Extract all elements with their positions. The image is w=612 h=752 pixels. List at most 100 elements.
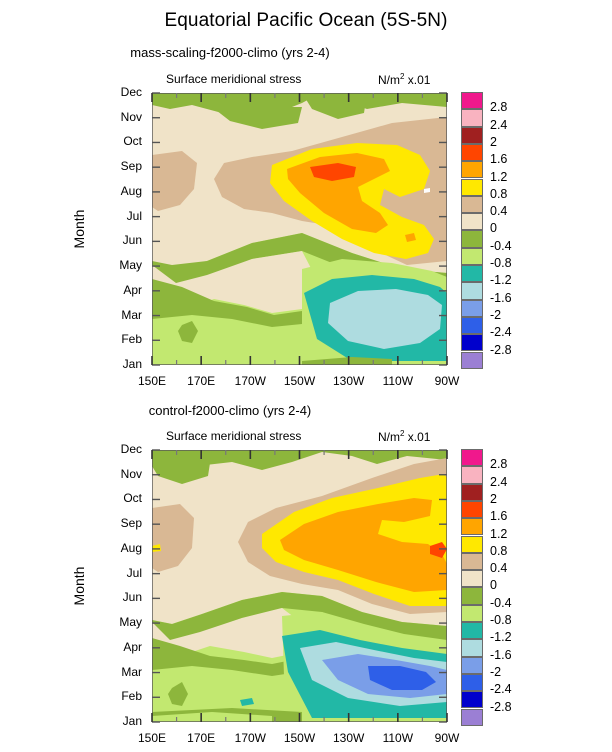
colorbar-swatch (461, 316, 483, 335)
x-tick-label: 150W (283, 731, 316, 745)
panel-left-tag: Surface meridional stress (166, 429, 302, 443)
x-tick-label: 150W (283, 374, 316, 388)
y-tick-label: Nov (120, 466, 142, 481)
colorbar-tick-label: -1.6 (490, 647, 512, 662)
colorbar-tick-label: 1.6 (490, 152, 508, 167)
colorbar-tick-label: -2.4 (490, 682, 512, 697)
colorbar-swatch (461, 708, 483, 726)
colorbar-tick-label: -0.8 (490, 256, 512, 270)
panel-subtitle: control-f2000-climo (yrs 2-4) (148, 403, 312, 418)
colorbar-swatch (461, 230, 483, 248)
y-tick-label: Oct (123, 134, 142, 149)
colorbar-swatch (461, 518, 483, 536)
y-tick-label: Sep (120, 159, 142, 174)
colorbar-swatch (461, 587, 483, 605)
colorbar-tick-label: 2.4 (490, 117, 508, 132)
colorbar-swatch (461, 449, 483, 467)
colorbar-swatch (461, 299, 483, 317)
colorbar-swatch (461, 282, 483, 300)
x-tick-label: 170W (234, 374, 266, 388)
y-tick-label: Jun (122, 590, 142, 605)
y-tick-label: Apr (123, 282, 142, 297)
y-tick-label: Sep (120, 516, 142, 531)
colorbar-swatch (461, 466, 483, 484)
colorbar-swatch (461, 195, 483, 214)
colorbar-tick-label: -2.8 (490, 342, 512, 357)
colorbar-swatch (461, 535, 483, 553)
x-tick-label: 130W (332, 374, 365, 388)
colorbar-tick-label: 1.2 (490, 169, 508, 184)
page-title: Equatorial Pacific Ocean (5S-5N) (164, 10, 448, 31)
x-tick-label: 150E (137, 731, 167, 745)
y-tick-label: Jan (122, 714, 142, 728)
y-tick-label: Dec (120, 85, 142, 99)
panel-units-tag: N/m2 x.01 (378, 429, 431, 444)
y-tick-label: May (119, 258, 142, 273)
axis-ticks (151, 92, 448, 366)
y-axis-label: Month (71, 566, 87, 606)
colorbar-swatch (461, 161, 483, 179)
colorbar-swatch (461, 213, 483, 231)
colorbar-tick-label: 0 (490, 578, 497, 593)
colorbar-tick-label: -0.4 (490, 238, 512, 253)
colorbar-swatch (461, 604, 483, 622)
colorbar-swatch (461, 673, 483, 692)
colorbar-tick-label: -2 (490, 307, 502, 322)
panel-subtitle: mass-scaling-f2000-climo (yrs 2-4) (130, 45, 330, 60)
y-tick-label: Oct (123, 491, 142, 506)
x-tick-label: 90W (434, 731, 460, 745)
colorbar-tick-label: 2.8 (490, 100, 508, 115)
colorbar-tick-label: -2.4 (490, 325, 512, 340)
colorbar-swatch (461, 126, 483, 144)
colorbar-tick-label: -1.2 (490, 630, 512, 645)
y-tick-label: Mar (121, 664, 142, 679)
colorbar-tick-label: 2 (490, 134, 497, 149)
colorbar-swatch (461, 351, 483, 369)
colorbar-swatch (461, 265, 483, 283)
colorbar-tick-label: -1.2 (490, 273, 512, 288)
x-tick-label: 150E (137, 374, 167, 388)
colorbar-swatch (461, 500, 483, 519)
colorbar-tick-label: -0.8 (490, 613, 512, 627)
x-tick-label: 170W (234, 731, 266, 745)
y-tick-label: Nov (120, 109, 142, 124)
y-tick-label: May (119, 615, 142, 630)
x-tick-label: 110W (382, 731, 414, 745)
x-tick-label: 90W (434, 374, 460, 388)
x-tick-label: 110W (382, 374, 414, 388)
colorbar-swatch (461, 552, 483, 571)
y-tick-label: Jul (126, 565, 142, 580)
colorbar-tick-label: 0 (490, 221, 497, 236)
y-tick-label: Feb (121, 332, 142, 347)
panel-left-tag: Surface meridional stress (166, 72, 302, 86)
y-axis-label: Month (71, 209, 87, 249)
colorbar-swatch (461, 247, 483, 265)
y-tick-label: Jan (122, 357, 142, 371)
panel-units-tag: N/m2 x.01 (378, 72, 431, 87)
colorbar-swatch (461, 143, 483, 162)
colorbar-tick-label: 0.4 (490, 561, 508, 576)
colorbar-tick-label: -2 (490, 664, 502, 679)
x-tick-label: 130W (332, 731, 365, 745)
colorbar-swatch (461, 570, 483, 588)
colorbar-swatch (461, 656, 483, 674)
colorbar-swatch (461, 92, 483, 110)
colorbar-swatch (461, 639, 483, 657)
colorbar-swatch (461, 178, 483, 196)
colorbar-tick-label: 0.8 (490, 186, 508, 201)
colorbar-swatch (461, 109, 483, 127)
y-tick-label: Apr (123, 639, 142, 654)
y-tick-label: Aug (120, 183, 142, 198)
y-tick-label: Aug (120, 540, 142, 555)
colorbar-tick-label: -1.6 (490, 290, 512, 305)
y-tick-label: Feb (121, 689, 142, 704)
x-tick-label: 170E (187, 374, 216, 388)
colorbar-swatch (461, 483, 483, 501)
colorbar-tick-label: -0.4 (490, 595, 512, 610)
colorbar-tick-label: -2.8 (490, 699, 512, 714)
colorbar-tick-label: 0.4 (490, 204, 508, 219)
colorbar-swatch (461, 622, 483, 640)
colorbar-tick-label: 2.8 (490, 457, 508, 472)
contour-plot-mass-scaling (152, 93, 447, 365)
colorbar-tick-label: 2 (490, 491, 497, 506)
